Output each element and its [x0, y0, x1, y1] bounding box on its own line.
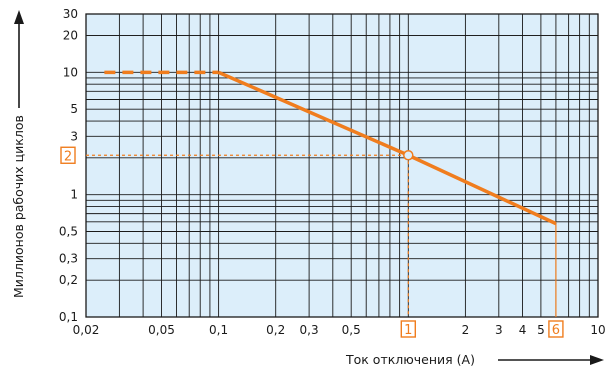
x-tick-label: 5 [537, 323, 545, 337]
y-tick-label: 10 [63, 65, 78, 79]
x-tick-label: 4 [519, 323, 527, 337]
x-axis-label: Ток отключения (А) [345, 352, 475, 367]
x-tick-label: 0,05 [148, 323, 175, 337]
x-axis-arrow [498, 355, 604, 365]
marker-label: 1 [404, 323, 412, 338]
y-tick-label: 3 [70, 129, 78, 143]
x-tick-label: 2 [462, 323, 470, 337]
x-tick-label: 0,5 [342, 323, 361, 337]
y-tick-label: 0,5 [59, 225, 78, 239]
x-tick-label: 10 [590, 323, 605, 337]
marker-label: 2 [64, 149, 72, 164]
x-tick-label: 0,3 [300, 323, 319, 337]
y-tick-label: 1 [70, 188, 78, 202]
x-tick-label: 3 [495, 323, 503, 337]
x-tick-label: 0,2 [266, 323, 285, 337]
y-tick-label: 0,3 [59, 252, 78, 266]
y-axis-arrow [14, 10, 24, 108]
y-tick-label: 30 [63, 7, 78, 21]
y-axis-label: Миллионов рабочих циклов [11, 115, 26, 298]
y-tick-label: 0,1 [59, 310, 78, 324]
x-tick-label: 0,02 [73, 323, 100, 337]
x-tick-label: 0,1 [209, 323, 228, 337]
y-tick-label: 0,2 [59, 273, 78, 287]
intersection-point [404, 151, 413, 160]
y-tick-label: 20 [63, 29, 78, 43]
y-tick-label: 5 [70, 102, 78, 116]
marker-label: 6 [552, 323, 560, 338]
plot-background [86, 14, 598, 317]
